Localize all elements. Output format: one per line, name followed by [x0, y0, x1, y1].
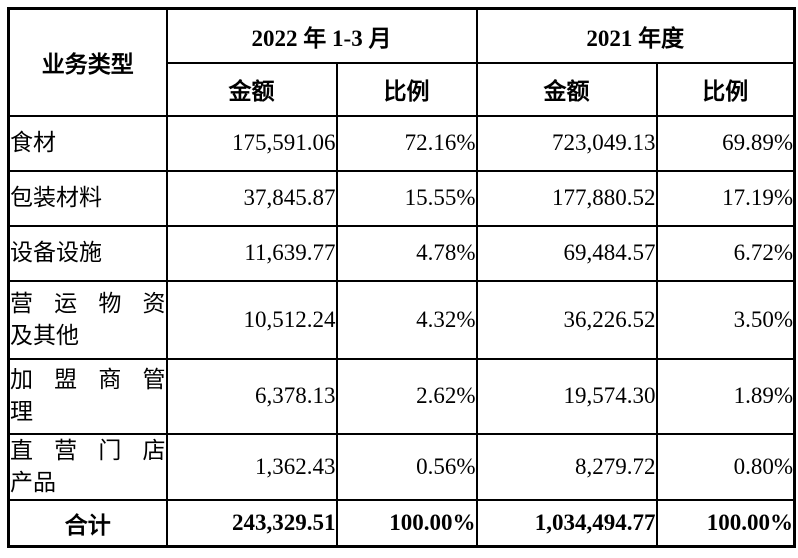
business-type-label-line1: 直营门店	[10, 437, 166, 463]
ratio-2021-cell: 6.72%	[655, 224, 796, 282]
business-type-label-line1: 营运物资	[10, 290, 166, 316]
ratio-2022-cell: 0.56%	[335, 432, 478, 501]
column-header-ratio-2021: 比例	[655, 61, 796, 117]
column-header-ratio-2022: 比例	[335, 61, 478, 117]
amount-2021-cell: 36,226.52	[475, 279, 658, 360]
amount-2022-cell: 10,512.24	[165, 279, 338, 360]
business-type-cell: 食材	[7, 114, 168, 172]
table-row-total: 合计 243,329.51 100.00% 1,034,494.77 100.0…	[7, 498, 796, 548]
column-header-period-2021: 2021 年度	[475, 7, 796, 64]
business-type-cell: 营运物资 及其他	[7, 279, 168, 360]
amount-2022-cell: 11,639.77	[165, 224, 338, 282]
business-type-cell: 加盟商管 理	[7, 357, 168, 435]
amount-2022-cell: 6,378.13	[165, 357, 338, 435]
ratio-2021-cell: 69.89%	[655, 114, 796, 172]
business-type-cell: 设备设施	[7, 224, 168, 282]
business-type-label: 设备设施	[10, 240, 103, 265]
amount-2022-cell: 1,362.43	[165, 432, 338, 501]
purchase-by-business-type-table: 业务类型 2022 年 1-3 月 2021 年度 金额 比例 金额 比例 食材…	[7, 7, 797, 548]
ratio-2021-cell: 3.50%	[655, 279, 796, 360]
ratio-2021-cell: 1.89%	[655, 357, 796, 435]
table-row-direct-store-products: 直营门店 产品 1,362.43 0.56% 8,279.72 0.80%	[7, 432, 796, 501]
business-type-label-line2: 及其他	[10, 322, 80, 348]
total-amount-2021-cell: 1,034,494.77	[475, 498, 658, 548]
ratio-2022-cell: 72.16%	[335, 114, 478, 172]
total-ratio-2022-cell: 100.00%	[335, 498, 478, 548]
business-type-cell: 直营门店 产品	[7, 432, 168, 501]
table-row-franchisee-management: 加盟商管 理 6,378.13 2.62% 19,574.30 1.89%	[7, 357, 796, 435]
amount-2021-cell: 723,049.13	[475, 114, 658, 172]
column-header-business-type: 业务类型	[7, 7, 168, 117]
column-header-period-2022: 2022 年 1-3 月	[165, 7, 478, 64]
ratio-2022-cell: 4.32%	[335, 279, 478, 360]
ratio-2021-cell: 17.19%	[655, 169, 796, 227]
business-type-label-line2: 产品	[10, 469, 57, 495]
business-type-cell: 包装材料	[7, 169, 168, 227]
business-type-label-line2: 理	[10, 399, 34, 424]
total-amount-2022-cell: 243,329.51	[165, 498, 338, 548]
business-type-label: 包装材料	[10, 185, 103, 210]
header-row-periods: 业务类型 2022 年 1-3 月 2021 年度	[7, 7, 796, 117]
ratio-2022-cell: 4.78%	[335, 224, 478, 282]
amount-2021-cell: 8,279.72	[475, 432, 658, 501]
total-ratio-2021-cell: 100.00%	[655, 498, 796, 548]
ratio-2021-cell: 0.80%	[655, 432, 796, 501]
amount-2021-cell: 69,484.57	[475, 224, 658, 282]
business-type-label: 食材	[10, 130, 57, 155]
business-type-label-line1: 加盟商管	[10, 367, 166, 392]
total-label-cell: 合计	[7, 498, 168, 548]
column-header-amount-2022: 金额	[165, 61, 338, 117]
table-row-food-ingredients: 食材 175,591.06 72.16% 723,049.13 69.89%	[7, 114, 796, 172]
header-row-metrics: 金额 比例 金额 比例	[9, 61, 796, 117]
column-header-amount-2021: 金额	[475, 61, 658, 117]
amount-2022-cell: 175,591.06	[165, 114, 338, 172]
amount-2021-cell: 19,574.30	[475, 357, 658, 435]
table-row-operating-supplies-and-others: 营运物资 及其他 10,512.24 4.32% 36,226.52 3.50%	[7, 279, 796, 360]
amount-2022-cell: 37,845.87	[165, 169, 338, 227]
table-row-equipment-facilities: 设备设施 11,639.77 4.78% 69,484.57 6.72%	[7, 224, 796, 282]
ratio-2022-cell: 15.55%	[335, 169, 478, 227]
amount-2021-cell: 177,880.52	[475, 169, 658, 227]
table-row-packaging-materials: 包装材料 37,845.87 15.55% 177,880.52 17.19%	[7, 169, 796, 227]
ratio-2022-cell: 2.62%	[335, 357, 478, 435]
